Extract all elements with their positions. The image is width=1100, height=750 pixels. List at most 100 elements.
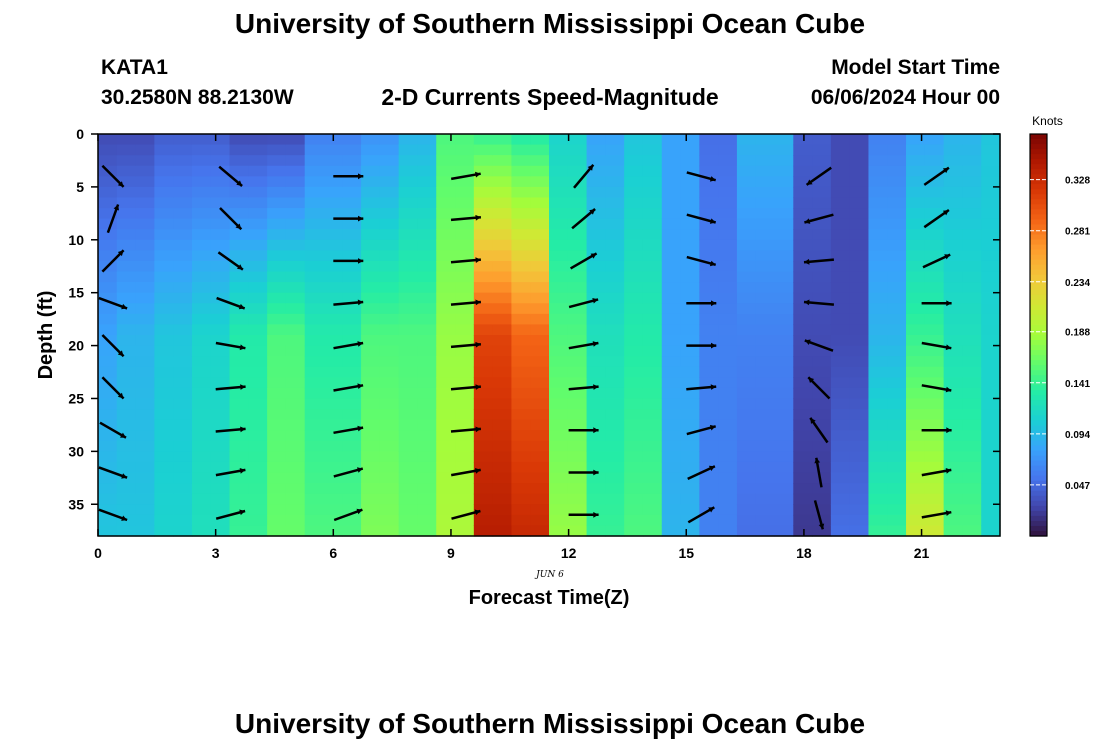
heatmap-cell [473, 398, 494, 410]
current-vector [568, 469, 599, 476]
heatmap-cell [267, 366, 287, 378]
heatmap-cell [793, 504, 813, 516]
heatmap-cell [98, 218, 118, 230]
heatmap-cell [624, 493, 644, 505]
heatmap-cell [323, 165, 343, 177]
heatmap-cell [135, 292, 155, 304]
heatmap-cell [718, 313, 738, 326]
heatmap-cell [154, 356, 174, 368]
heatmap-cell [962, 419, 982, 431]
vector-head [945, 510, 952, 516]
heatmap-cell [962, 335, 982, 347]
heatmap-cell [736, 165, 757, 177]
heatmap-cell [755, 440, 776, 452]
current-vector [98, 296, 128, 310]
heatmap-cell [981, 303, 1001, 315]
heatmap-cell [549, 461, 569, 474]
heatmap-cell [812, 493, 832, 505]
heatmap-cell [116, 504, 137, 516]
heatmap-cell [887, 218, 907, 230]
heatmap-cell [248, 313, 268, 326]
heatmap-cell [342, 186, 362, 199]
heatmap-cell [98, 292, 118, 304]
heatmap-cell [549, 144, 569, 156]
colorbar-swatch [1030, 390, 1047, 396]
heatmap-cell [436, 250, 456, 262]
heatmap-cell [473, 409, 494, 421]
heatmap-cell [549, 208, 569, 220]
heatmap-cell [304, 218, 325, 230]
heatmap-cell [812, 260, 832, 273]
heatmap-cell [342, 345, 362, 357]
heatmap-cell [793, 229, 813, 241]
model-start-time: 06/06/2024 Hour 00 [810, 86, 1000, 109]
heatmap-cell [229, 419, 249, 431]
heatmap-cell [154, 186, 174, 199]
vector-head [357, 299, 364, 306]
heatmap-cell [906, 504, 926, 516]
heatmap-cell [173, 292, 193, 304]
heatmap-cell [530, 419, 550, 431]
heatmap-cell [549, 377, 569, 389]
heatmap-cell [981, 144, 1001, 156]
vector-head [804, 258, 810, 265]
heatmap-cell [210, 514, 231, 527]
colorbar-swatch [1030, 319, 1047, 326]
heatmap-cell [812, 229, 832, 241]
heatmap-cell [191, 493, 212, 505]
heatmap-cell [304, 229, 325, 241]
heatmap-cell [229, 483, 249, 495]
heatmap-cell [981, 165, 1001, 177]
heatmap-cell [342, 176, 362, 188]
heatmap-cell [642, 313, 663, 326]
colorbar-swatch [1030, 430, 1047, 437]
heatmap-cell [530, 282, 550, 294]
heatmap-cell [605, 366, 625, 378]
heatmap-cell [699, 483, 719, 495]
heatmap-cell [830, 186, 851, 199]
heatmap-cell [868, 366, 888, 378]
heatmap-cell [736, 303, 757, 315]
heatmap-cell [436, 208, 456, 220]
heatmap-cell [718, 292, 738, 304]
heatmap-cell [661, 229, 682, 241]
heatmap-cell [361, 504, 381, 516]
heatmap-cell [793, 165, 813, 177]
colorbar-swatch [1030, 485, 1047, 492]
heatmap-cell [323, 461, 343, 474]
heatmap-cell [718, 303, 738, 315]
vector-head [357, 383, 364, 389]
heatmap-cell [248, 292, 268, 304]
heatmap-cell [342, 451, 362, 463]
heatmap-cell [642, 525, 663, 537]
heatmap-cell [924, 387, 945, 400]
colorbar-swatch [1030, 234, 1047, 241]
colorbar-swatch [1030, 400, 1047, 406]
heatmap-cell [285, 155, 306, 167]
heatmap-cell [417, 239, 437, 251]
colorbar-swatch [1030, 365, 1047, 371]
heatmap-cell [981, 430, 1001, 442]
heatmap-cell [417, 345, 437, 357]
colorbar-swatch [1030, 159, 1047, 165]
heatmap-cell [624, 387, 644, 400]
heatmap-cell [135, 313, 155, 326]
heatmap-cell [361, 229, 381, 241]
colorbar-swatch [1030, 149, 1047, 155]
heatmap-cell [755, 472, 776, 484]
heatmap-cell [210, 440, 231, 452]
colorbar-tick-label: 0.188 [1065, 328, 1090, 339]
heatmap-cell [361, 409, 381, 421]
heatmap-cell [248, 271, 268, 283]
heatmap-cell [812, 440, 832, 452]
heatmap-cell [943, 409, 964, 421]
heatmap-cell [830, 176, 851, 188]
heatmap-cell [887, 271, 907, 283]
heatmap-cell [530, 504, 550, 516]
heatmap-cell [849, 377, 870, 389]
heatmap-cell [586, 165, 606, 177]
heatmap-cell [267, 144, 287, 156]
heatmap-cell [98, 472, 118, 484]
heatmap-cell [774, 292, 794, 304]
heatmap-cell [624, 366, 644, 378]
